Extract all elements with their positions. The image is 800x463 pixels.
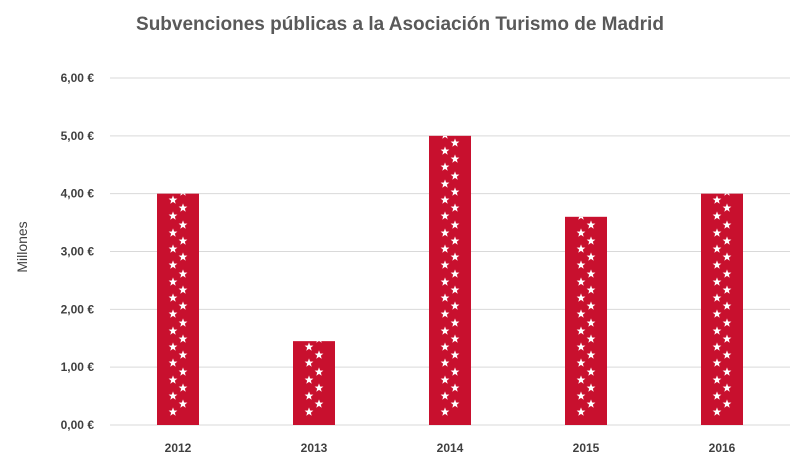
bar xyxy=(157,193,199,425)
bars xyxy=(157,135,743,426)
y-tick-label: 5,00 € xyxy=(61,129,95,143)
x-tick-label: 2016 xyxy=(709,441,736,455)
x-tick-label: 2012 xyxy=(165,441,192,455)
bar xyxy=(701,193,743,425)
bar-star-pattern xyxy=(168,193,188,416)
y-axis-label: Millones xyxy=(14,221,30,272)
y-tick-labels: 0,00 € 1,00 € 2,00 € 3,00 € 4,00 € 5,00 € 6,00… xyxy=(61,71,95,432)
y-tick-label: 0,00 € xyxy=(61,418,95,432)
y-tick-label: 4,00 € xyxy=(61,187,95,201)
bar-rect xyxy=(565,216,607,425)
x-tick-label: 2014 xyxy=(437,441,464,455)
bar-rect xyxy=(293,341,335,425)
chart-title: Subvenciones públicas a la Asociación Tu… xyxy=(136,14,664,35)
bar xyxy=(429,135,471,426)
star-icon xyxy=(712,193,732,416)
star-icon xyxy=(440,135,460,416)
bar-rect xyxy=(701,193,743,425)
bar-star-pattern xyxy=(440,135,460,416)
bar-star-pattern xyxy=(304,341,324,416)
y-tick-label: 3,00 € xyxy=(61,245,95,259)
bar xyxy=(293,341,335,425)
bar xyxy=(565,216,607,425)
y-tick-label: 6,00 € xyxy=(61,71,95,85)
y-tick-label: 1,00 € xyxy=(61,360,95,374)
x-tick-labels: 2012 2013 2014 2015 2016 xyxy=(165,441,736,455)
star-icon xyxy=(304,341,324,416)
bar-rect xyxy=(429,135,471,426)
bar-star-pattern xyxy=(576,216,596,416)
star-icon xyxy=(576,216,596,416)
y-tick-label: 2,00 € xyxy=(61,302,95,316)
bar-star-pattern xyxy=(712,193,732,416)
bar-rect xyxy=(157,193,199,425)
x-tick-label: 2015 xyxy=(573,441,600,455)
x-tick-label: 2013 xyxy=(301,441,328,455)
star-icon xyxy=(168,193,188,416)
